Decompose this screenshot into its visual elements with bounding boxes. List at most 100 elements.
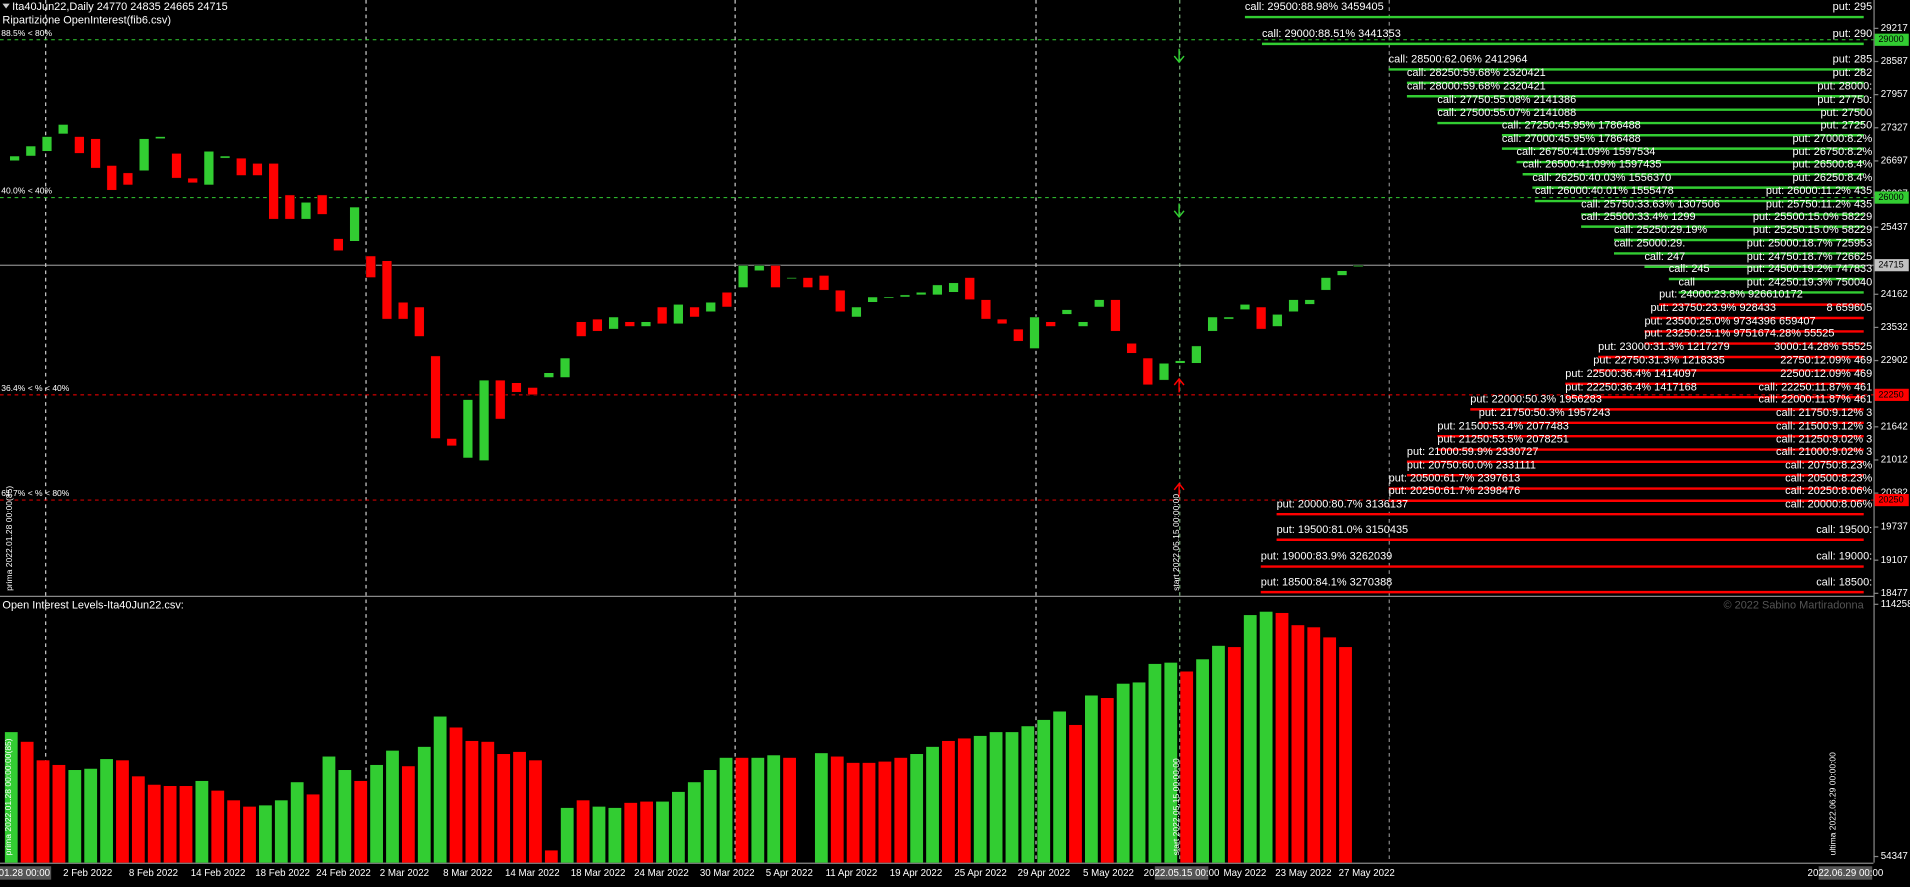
arrow-down bbox=[1173, 203, 1185, 219]
candle-body bbox=[446, 438, 457, 447]
candle-body bbox=[398, 302, 409, 320]
candle-body bbox=[673, 304, 684, 325]
candle-body bbox=[122, 172, 134, 186]
vertical-label: ultima 2022.06.29 00:00:00 bbox=[1828, 752, 1838, 855]
oi-bar bbox=[910, 754, 924, 863]
x-tick-label: 5 May 2022 bbox=[1083, 868, 1134, 879]
candle-body bbox=[236, 157, 247, 176]
price-panel: call: 29500:88.98% 3459405 put: 295 call: … bbox=[0, 1, 1874, 594]
x-tick-label: 18 Mar 2022 bbox=[571, 868, 626, 879]
candle-body bbox=[1158, 363, 1170, 381]
chart-subtitle: Ripartizione OpenInterest(fib6.csv) bbox=[2, 15, 171, 27]
oi-bar bbox=[719, 757, 733, 863]
oi-bar bbox=[195, 780, 209, 863]
x-tick-label: 2022.06.29 00:00 bbox=[1808, 868, 1884, 879]
oi-bar bbox=[1339, 647, 1352, 863]
oi-bar bbox=[751, 757, 765, 863]
candle-body bbox=[754, 265, 765, 271]
level-label: put: 19000:83.9% 3262039 bbox=[1261, 551, 1393, 563]
oi-bar bbox=[386, 750, 399, 863]
oi-bar bbox=[306, 794, 320, 863]
oi-bar bbox=[211, 790, 225, 863]
x-tick-label: 8 Feb 2022 bbox=[129, 868, 178, 879]
candle-body bbox=[592, 318, 603, 332]
candle-body bbox=[414, 306, 425, 337]
oi-bar bbox=[179, 786, 193, 863]
y-tick-label: 29217 bbox=[1881, 23, 1908, 34]
candle-body bbox=[705, 302, 716, 312]
candle-body bbox=[41, 136, 53, 152]
level-label: call: 28250:59.68% 2320421 bbox=[1407, 67, 1546, 79]
vertical-label: start 2022.05.15 00:00:00 bbox=[1171, 758, 1181, 855]
oi-bar bbox=[147, 784, 161, 863]
price-box bbox=[1874, 388, 1909, 401]
oi-bar bbox=[973, 735, 987, 863]
candle-body bbox=[139, 138, 150, 171]
oi-bar bbox=[274, 800, 288, 863]
candle-body bbox=[187, 177, 198, 184]
oi-bar bbox=[243, 806, 256, 863]
candle-body bbox=[90, 138, 101, 169]
y-tick-label: 28587 bbox=[1881, 56, 1908, 67]
candle-body bbox=[624, 321, 635, 327]
level-label: call: 25250:29.19% bbox=[1614, 224, 1707, 236]
oi-bar bbox=[322, 756, 336, 863]
oi-bar bbox=[687, 782, 701, 863]
level-label: call: 247 bbox=[1644, 251, 1685, 263]
oi-bar bbox=[1037, 719, 1051, 863]
level-label: put: 20250:61.7% 2398476 bbox=[1389, 485, 1521, 497]
oi-bar bbox=[1291, 625, 1305, 863]
level-zone-label: 61.7% < % < 80% bbox=[1, 488, 70, 498]
oi-bar bbox=[4, 732, 18, 863]
level-label: call: 27750:55.08% 2141386 bbox=[1437, 94, 1576, 106]
oi-bar bbox=[957, 738, 971, 863]
y-tick-label: 22902 bbox=[1881, 355, 1908, 366]
candle-body bbox=[203, 151, 214, 186]
y-tick-label: 19107 bbox=[1881, 555, 1908, 566]
oi-bar bbox=[401, 766, 415, 863]
collapse-icon[interactable] bbox=[2, 3, 10, 9]
level-side-label: put: 27500 bbox=[1820, 107, 1872, 119]
y-tick-label: 23532 bbox=[1881, 322, 1908, 333]
oi-bar bbox=[1053, 711, 1067, 863]
level-label: call: 26000:40.01% 1555478 bbox=[1535, 185, 1674, 197]
level-side-label: call: 18500: bbox=[1816, 576, 1872, 588]
y-tick-label: 26697 bbox=[1881, 155, 1908, 166]
oi-bar bbox=[84, 768, 98, 863]
level-label: call: 25750:33.63% 1307506 bbox=[1581, 199, 1720, 211]
candle-body bbox=[851, 306, 862, 318]
candle-body bbox=[867, 296, 878, 303]
level-label: put: 23250:25.1% 9751674.28% 55525 bbox=[1644, 328, 1834, 340]
level-label: put: 22250:36.4% 1417168 bbox=[1565, 381, 1697, 393]
level-side-label: 22750:12.09% 469 bbox=[1780, 355, 1872, 367]
y-tick-label: 19737 bbox=[1881, 522, 1908, 533]
candle-body bbox=[9, 155, 20, 162]
level-label: put: 23750:23.9% 928433 bbox=[1651, 302, 1776, 314]
oi-bar bbox=[1196, 659, 1209, 863]
arrows bbox=[1173, 48, 1185, 498]
x-tick-label: 01.28 00:00 bbox=[0, 868, 51, 879]
level-label: call: 25500:33.4% 1299 bbox=[1581, 211, 1695, 223]
arrow-down bbox=[1173, 48, 1185, 64]
oi-bar bbox=[592, 806, 606, 863]
oi-bar bbox=[1132, 682, 1146, 863]
candle-body bbox=[1336, 270, 1348, 276]
candle-body bbox=[171, 153, 182, 179]
candle-body bbox=[478, 379, 490, 461]
level-label: call: 29500:88.98% 3459405 bbox=[1245, 1, 1384, 13]
level-side-label: put: 24250:19.3% 750040 bbox=[1747, 277, 1872, 289]
oi-bar bbox=[1307, 627, 1321, 863]
candle-body bbox=[818, 275, 830, 291]
x-tick-label: 30 Mar 2022 bbox=[700, 868, 755, 879]
price-box bbox=[1874, 33, 1909, 46]
oi-bar bbox=[878, 761, 892, 863]
candle-body bbox=[899, 294, 911, 298]
candle-body bbox=[155, 136, 166, 139]
oi-bar bbox=[926, 746, 939, 863]
x-tick-label: 2022.05.15 00:00 bbox=[1144, 868, 1220, 879]
level-label: call: 28000:59.68% 2320421 bbox=[1407, 80, 1546, 92]
level-side-label: 8 659605 bbox=[1827, 302, 1873, 314]
oi-bar bbox=[1259, 611, 1273, 863]
x-tick-label: 18 Feb 2022 bbox=[255, 868, 310, 879]
